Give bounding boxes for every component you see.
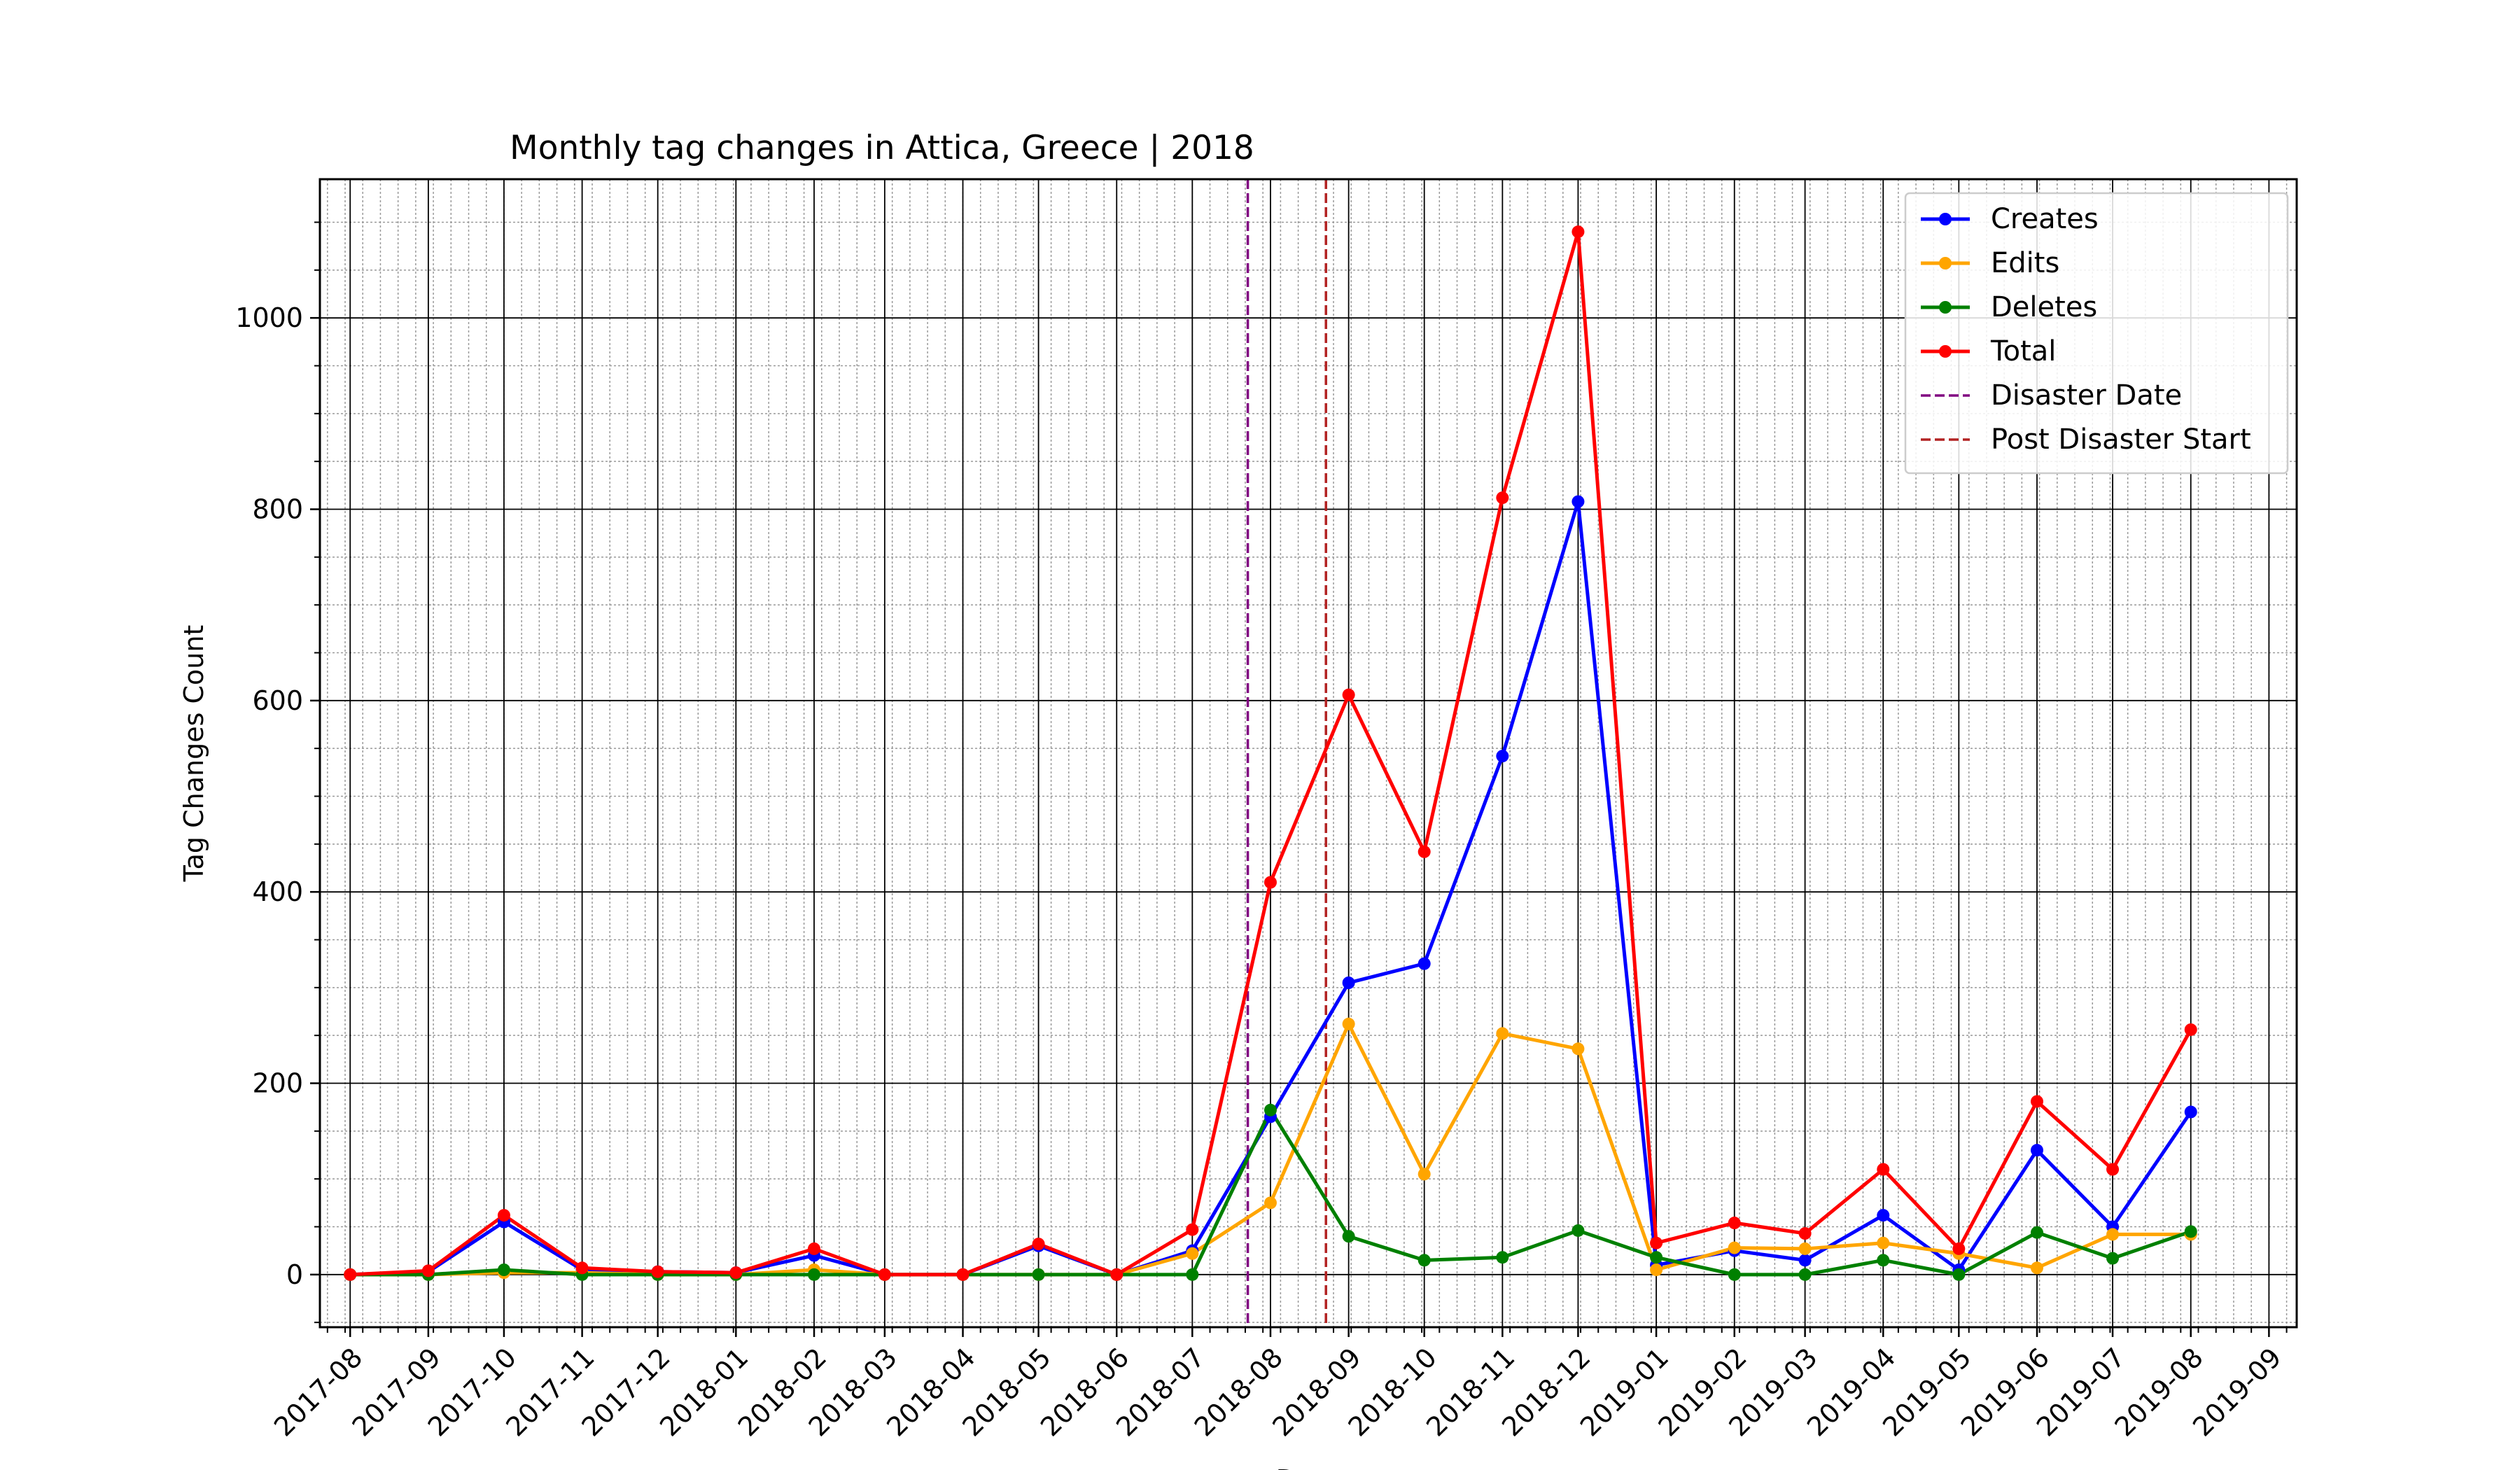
data-point-creates: [1496, 750, 1509, 763]
data-point-creates: [1877, 1209, 1890, 1222]
legend: Creates Edits Deletes Total Disaster Date Pos…: [1904, 192, 2289, 475]
data-point-deletes: [2106, 1252, 2120, 1265]
data-point-total: [1032, 1238, 1045, 1251]
legend-label-total: Total: [1990, 335, 2056, 368]
data-point-total: [1342, 688, 1355, 701]
chart-title: Monthly tag changes in Attica, Greece | …: [510, 129, 1254, 167]
data-point-deletes: [808, 1268, 820, 1281]
data-point-edits: [1650, 1264, 1663, 1276]
y-tick-label: 0: [286, 1259, 303, 1290]
data-point-deletes: [2184, 1225, 2197, 1238]
data-point-total: [808, 1242, 820, 1255]
data-point-edits: [1728, 1241, 1741, 1254]
data-point-edits: [1798, 1242, 1812, 1255]
data-point-total: [1798, 1227, 1812, 1240]
legend-marker-deletes: [1939, 301, 1952, 314]
legend-label-deletes: Deletes: [1991, 291, 2097, 323]
data-point-deletes: [1496, 1251, 1509, 1264]
data-point-edits: [2030, 1261, 2043, 1275]
y-axis: 0 200 400 600 800 1000: [235, 221, 320, 1324]
data-point-deletes: [1650, 1251, 1663, 1264]
series-points: [344, 225, 2197, 1281]
data-point-creates: [1342, 976, 1355, 989]
data-point-total: [421, 1264, 435, 1278]
data-point-deletes: [1342, 1230, 1355, 1243]
x-axis-label: Date: [1276, 1464, 1340, 1470]
data-point-deletes: [1264, 1103, 1277, 1116]
legend-marker-edits: [1939, 257, 1952, 270]
data-point-total: [1264, 876, 1277, 889]
legend-box: [1904, 192, 2289, 475]
y-tick-label: 1000: [235, 302, 303, 333]
data-point-total: [878, 1268, 891, 1281]
data-point-total: [729, 1266, 743, 1280]
legend-marker-creates: [1939, 213, 1952, 225]
y-tick-label: 800: [252, 494, 303, 525]
data-point-total: [1572, 225, 1585, 239]
data-point-total: [1728, 1217, 1741, 1230]
data-point-deletes: [2030, 1226, 2043, 1239]
data-point-edits: [1186, 1247, 1199, 1260]
legend-label-edits: Edits: [1991, 247, 2059, 279]
data-point-total: [2106, 1163, 2120, 1176]
data-point-deletes: [1877, 1254, 1890, 1267]
data-point-total: [497, 1209, 510, 1222]
minor-grid: [320, 179, 2297, 1327]
data-point-creates: [1572, 495, 1585, 508]
data-point-deletes: [1728, 1268, 1741, 1281]
y-tick-label: 200: [252, 1068, 303, 1099]
data-point-total: [1418, 845, 1431, 858]
data-point-creates: [2184, 1105, 2197, 1119]
y-tick-label: 400: [252, 876, 303, 907]
data-point-creates: [1418, 957, 1431, 970]
data-point-edits: [1264, 1196, 1277, 1210]
data-point-edits: [1342, 1017, 1355, 1030]
data-point-total: [1186, 1223, 1199, 1236]
data-point-total: [2184, 1023, 2197, 1036]
legend-label-creates: Creates: [1991, 203, 2099, 235]
data-point-total: [1877, 1163, 1890, 1176]
data-point-total: [1650, 1236, 1663, 1250]
y-tick-label: 600: [252, 685, 303, 716]
major-grid: [320, 179, 2297, 1327]
data-point-total: [1952, 1242, 1966, 1255]
data-point-deletes: [1032, 1268, 1045, 1281]
data-point-creates: [1798, 1254, 1812, 1267]
data-point-deletes: [1952, 1268, 1966, 1281]
data-point-edits: [1877, 1236, 1890, 1250]
data-point-deletes: [1798, 1268, 1812, 1281]
data-point-edits: [1496, 1027, 1509, 1040]
legend-label-post-disaster-start: Post Disaster Start: [1991, 424, 2251, 456]
data-point-deletes: [1418, 1254, 1431, 1267]
data-point-deletes: [497, 1264, 510, 1276]
data-point-total: [1496, 491, 1509, 505]
y-axis-label: Tag Changes Count: [178, 625, 209, 883]
data-point-creates: [2030, 1144, 2043, 1157]
data-point-edits: [2106, 1228, 2120, 1241]
legend-marker-total: [1939, 345, 1952, 358]
plot-frame: [318, 178, 2298, 1329]
data-point-total: [2030, 1095, 2043, 1108]
data-point-total: [344, 1268, 357, 1281]
data-point-edits: [1418, 1168, 1431, 1181]
data-point-edits: [1572, 1042, 1585, 1056]
data-point-total: [956, 1268, 969, 1281]
data-point-total: [1110, 1268, 1124, 1281]
data-point-deletes: [1186, 1268, 1199, 1281]
data-point-deletes: [1572, 1224, 1585, 1237]
data-point-total: [575, 1261, 589, 1275]
data-point-total: [651, 1265, 664, 1278]
legend-label-disaster-date: Disaster Date: [1991, 379, 2182, 412]
